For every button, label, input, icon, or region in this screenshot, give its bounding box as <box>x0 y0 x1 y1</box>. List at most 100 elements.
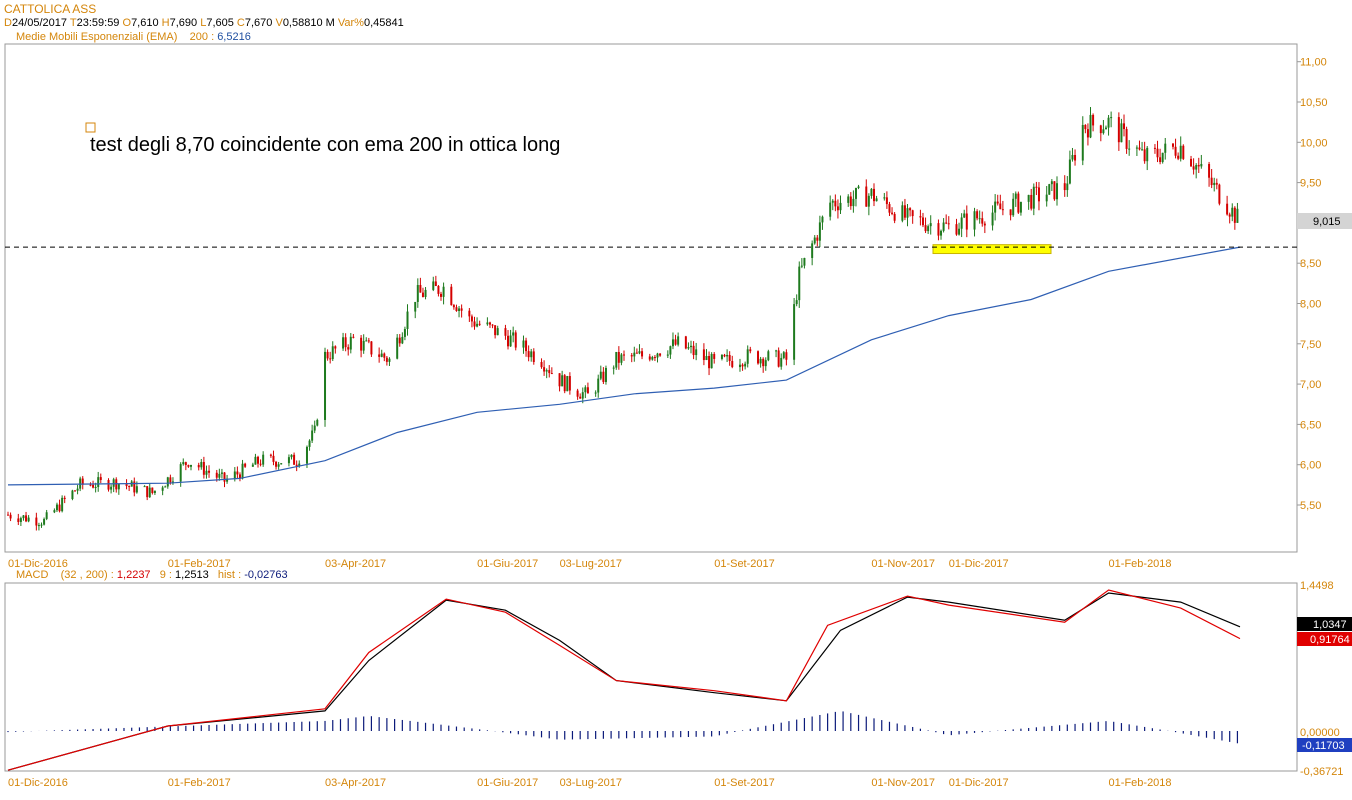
candle-body <box>385 357 388 362</box>
hist-label: hist <box>217 569 235 581</box>
candles-group <box>7 107 1239 531</box>
candle-body <box>329 358 332 360</box>
candle-body <box>1048 184 1051 195</box>
candle-body <box>780 357 783 367</box>
candle-body <box>911 210 914 217</box>
candle-body <box>543 367 546 372</box>
candle-body <box>1056 183 1059 200</box>
candle-body <box>813 237 816 244</box>
candle-body <box>976 211 979 219</box>
time-value: 23:59:59 <box>76 17 120 29</box>
candle-body <box>313 425 316 431</box>
candle-body <box>849 196 852 207</box>
candle-body <box>597 378 600 393</box>
candle-body <box>135 486 138 493</box>
x-tick-label: 01-Dic-2016 <box>8 558 68 570</box>
candle-body <box>994 201 997 213</box>
candle-body <box>1037 187 1040 202</box>
candle-body <box>1200 163 1203 167</box>
candle-body <box>251 464 254 467</box>
candle-body <box>579 396 582 399</box>
candle-body <box>347 347 350 350</box>
candle-body <box>344 337 347 348</box>
x-tick-label: 01-Giu-2017 <box>477 558 538 570</box>
high-label: H <box>161 17 170 29</box>
candle-body <box>349 336 352 350</box>
candle-body <box>782 352 785 358</box>
candle-body <box>148 487 151 498</box>
candle-body <box>1014 193 1017 199</box>
candle-body <box>455 307 458 311</box>
candle-body <box>1102 129 1105 134</box>
candle-body <box>295 464 298 467</box>
candle-body <box>257 456 260 464</box>
candle-body <box>829 202 832 217</box>
candle-body <box>437 285 440 294</box>
candle-body <box>831 200 834 203</box>
ema-legend: Medie Mobili Esponenziali (EMA) 200 : 6,… <box>16 31 251 43</box>
candle-body <box>287 457 290 464</box>
candle-body <box>182 462 185 465</box>
candle-body <box>759 358 762 364</box>
price-badge-text: 9,015 <box>1313 216 1341 228</box>
candle-body <box>311 430 314 441</box>
price-y-tick-label: 11,00 <box>1300 57 1327 69</box>
symbol-name: CATTOLICA ASS <box>4 2 97 16</box>
candle-body <box>81 478 84 485</box>
candle-body <box>169 477 172 483</box>
x-tick-label: 01-Nov-2017 <box>871 558 935 570</box>
price-y-tick-label: 10,50 <box>1300 97 1328 109</box>
candle-body <box>403 328 406 337</box>
candle-body <box>638 351 641 354</box>
candle-body <box>236 471 239 475</box>
candle-body <box>540 362 543 368</box>
candle-body <box>200 462 203 468</box>
candle-body <box>909 208 912 211</box>
candle-body <box>1081 124 1084 161</box>
candle-body <box>1009 209 1012 216</box>
x-tick-label: 01-Set-2017 <box>714 777 775 789</box>
candle-body <box>166 477 169 487</box>
price-y-tick-label: 9,50 <box>1300 178 1321 190</box>
x-tick-label: 01-Feb-2017 <box>168 777 231 789</box>
candle-body <box>1135 147 1138 149</box>
annotation-marker <box>85 122 96 133</box>
candle-body <box>1128 148 1131 150</box>
candle-body <box>927 226 930 232</box>
candle-body <box>963 213 966 218</box>
ema-colon: : <box>211 31 215 43</box>
candle-body <box>530 351 533 358</box>
candle-body <box>187 465 190 467</box>
candle-body <box>277 464 280 467</box>
candle-body <box>316 419 319 426</box>
candle-body <box>921 217 924 226</box>
candle-body <box>1143 149 1146 162</box>
candle-body <box>630 355 633 357</box>
candle-body <box>378 354 381 357</box>
candle-body <box>280 463 283 465</box>
macd-params: (32 , 200) <box>60 569 108 581</box>
candle-body <box>991 212 994 226</box>
support-zone <box>932 244 1052 255</box>
candle-body <box>226 478 229 482</box>
candle-body <box>666 354 669 356</box>
candle-body <box>220 472 223 474</box>
candle-body <box>762 358 765 367</box>
candle-body <box>107 480 110 490</box>
candle-body <box>460 308 463 311</box>
candle-body <box>53 510 56 513</box>
price-y-tick-label: 5,50 <box>1300 500 1321 512</box>
candle-body <box>509 335 512 347</box>
candle-body <box>244 463 247 467</box>
macd-tick-max: 1,4498 <box>1300 580 1334 592</box>
candle-body <box>89 484 92 486</box>
x-tick-label: 01-Set-2017 <box>714 558 775 570</box>
candle-body <box>164 486 167 488</box>
candle-body <box>161 487 164 491</box>
x-tick-label: 01-Nov-2017 <box>871 777 935 789</box>
candle-body <box>388 358 391 362</box>
candle-body <box>834 200 837 207</box>
candle-body <box>184 462 187 466</box>
candle-body <box>74 490 77 492</box>
candle-body <box>690 345 693 348</box>
